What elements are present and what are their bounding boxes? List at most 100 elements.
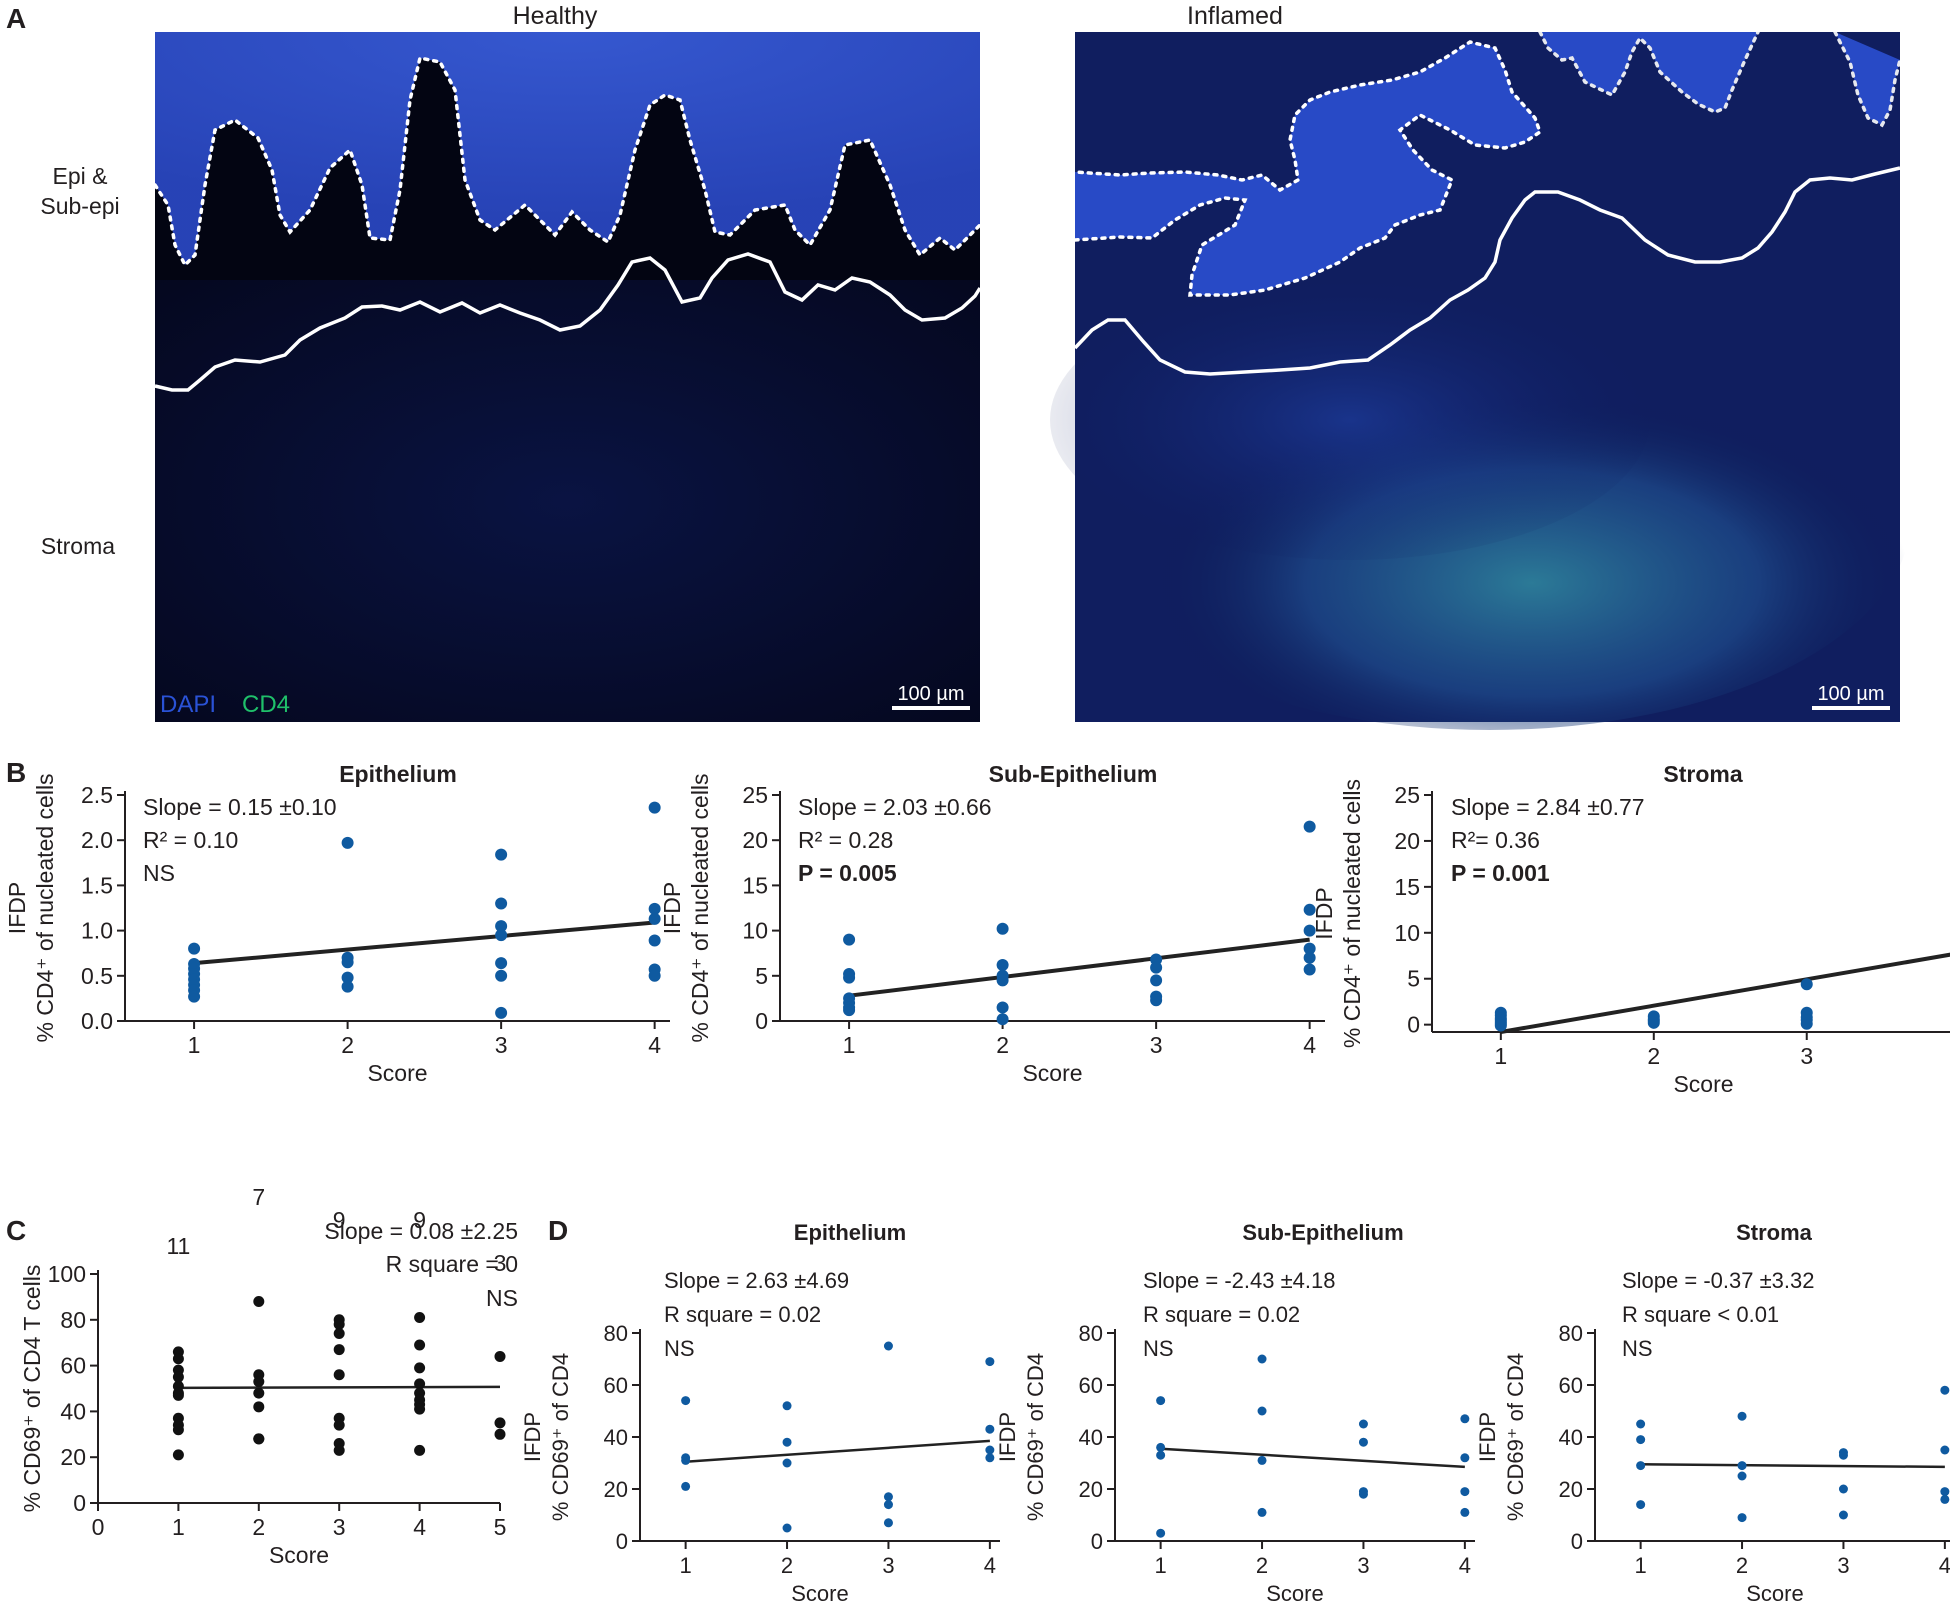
- data-point: [414, 1403, 426, 1415]
- y-tick-label: 5: [755, 963, 768, 989]
- chart-d-stroma: Stroma 0 20 40 60 80 1 2 3 4 Score IFDP% CD69⁺ of C…: [1475, 1220, 1950, 1606]
- data-point: [1800, 1017, 1813, 1030]
- chart-title: Sub-Epithelium: [1242, 1220, 1403, 1245]
- data-point: [188, 942, 201, 955]
- inflamed-scale-bar-label: 100 µm: [1817, 683, 1884, 705]
- inflamed-micrograph: 100 µm: [1050, 30, 1910, 730]
- data-point: [333, 1419, 345, 1431]
- data-point: [494, 1350, 506, 1362]
- y-tick-label: 1.5: [81, 872, 113, 898]
- stat-line: R square < 0.01: [1622, 1302, 1779, 1327]
- data-point: [1838, 1484, 1848, 1494]
- data-point: [172, 1353, 184, 1365]
- data-point: [1737, 1471, 1747, 1481]
- data-point: [782, 1523, 792, 1533]
- stat-line: NS: [143, 860, 175, 886]
- data-point: [1838, 1510, 1848, 1520]
- chart-title: Sub-Epithelium: [989, 761, 1158, 787]
- stat-line: Slope = 0.08 ±2.25: [324, 1218, 518, 1244]
- data-point: [1737, 1461, 1747, 1471]
- data-point: [253, 1376, 265, 1388]
- y-tick-label: 10: [1394, 920, 1420, 946]
- data-point: [1156, 1528, 1166, 1538]
- y-tick-label: 40: [60, 1398, 86, 1424]
- data-point: [883, 1341, 893, 1351]
- x-tick-label: 4: [1939, 1553, 1950, 1578]
- data-point: [1494, 1019, 1507, 1032]
- x-tick-label: 2: [1256, 1553, 1268, 1578]
- data-point: [1257, 1507, 1267, 1517]
- data-point: [495, 969, 508, 982]
- x-tick-label: 1: [1494, 1043, 1507, 1069]
- data-point: [1150, 961, 1163, 974]
- data-point: [996, 974, 1009, 987]
- data-point: [253, 1433, 265, 1445]
- y-tick-label: 0: [73, 1490, 86, 1516]
- y-tick-label: 25: [1394, 782, 1420, 808]
- healthy-epithelium-boundary: [153, 55, 982, 268]
- stat-line: R²= 0.36: [1451, 827, 1540, 853]
- data-point: [1150, 994, 1163, 1007]
- x-axis-label: Score: [367, 1060, 427, 1086]
- data-point: [495, 957, 508, 970]
- regression-line: [193, 920, 655, 966]
- data-point: [253, 1401, 265, 1413]
- data-point: [414, 1444, 426, 1456]
- healthy-title: Healthy: [513, 2, 598, 30]
- y-tick-label: 0: [616, 1529, 628, 1554]
- data-point: [1257, 1354, 1267, 1364]
- chart-title: Epithelium: [339, 761, 457, 787]
- group-count-label: 3: [494, 1250, 507, 1276]
- data-point: [883, 1518, 893, 1528]
- y-tick-label: 60: [604, 1373, 628, 1398]
- y-tick-label: 20: [604, 1477, 628, 1502]
- data-point: [1636, 1461, 1646, 1471]
- x-tick-label: 2: [781, 1553, 793, 1578]
- healthy-micrograph: 100 µm DAPI CD4: [153, 32, 982, 722]
- y-tick-label: 80: [1079, 1321, 1103, 1346]
- data-point: [843, 1004, 856, 1017]
- y-tick-label: 20: [60, 1444, 86, 1470]
- y-tick-label: 60: [1559, 1373, 1583, 1398]
- data-point: [414, 1339, 426, 1351]
- data-point: [1940, 1445, 1950, 1455]
- x-tick-label: 1: [1635, 1553, 1647, 1578]
- data-point: [1303, 951, 1316, 964]
- data-point: [1257, 1406, 1267, 1416]
- x-axis-label: Score: [269, 1542, 329, 1568]
- data-point: [341, 836, 354, 849]
- panel-letter-c: C: [6, 1215, 26, 1246]
- y-axis-label: % CD69⁺ of CD4 T cells: [19, 1265, 45, 1513]
- legend-dapi: DAPI: [160, 691, 216, 718]
- y-tick-label: 20: [1559, 1477, 1583, 1502]
- y-tick-label: 15: [742, 872, 768, 898]
- stat-line: Slope = 2.84 ±0.77: [1451, 794, 1645, 820]
- data-point: [681, 1481, 691, 1491]
- data-point: [1303, 963, 1316, 976]
- stat-line: Slope = -0.37 ±3.32: [1622, 1268, 1815, 1293]
- data-point: [883, 1500, 893, 1510]
- data-point: [1460, 1487, 1470, 1497]
- data-point: [1636, 1419, 1646, 1429]
- x-tick-label: 1: [172, 1514, 185, 1540]
- panel-a: A Healthy Inflamed Epi & Sub-epi Stroma …: [6, 2, 1910, 730]
- stat-line: P = 0.001: [1451, 860, 1550, 886]
- y-tick-label: 5: [1407, 966, 1420, 992]
- data-point: [333, 1444, 345, 1456]
- data-point: [188, 990, 201, 1003]
- group-count-label: 9: [413, 1207, 426, 1233]
- stat-line: R square = 0.02: [1143, 1302, 1300, 1327]
- data-point: [1647, 1016, 1660, 1029]
- data-point: [1257, 1455, 1267, 1465]
- regression-line: [1640, 1463, 1945, 1469]
- x-tick-label: 4: [984, 1553, 996, 1578]
- y-tick-label: 20: [1079, 1477, 1103, 1502]
- y-axis-label: % CD4⁺ of nucleated cells: [687, 773, 713, 1042]
- data-point: [996, 1013, 1009, 1026]
- data-point: [648, 801, 661, 814]
- stat-line: NS: [664, 1336, 695, 1361]
- region-label-stroma: Stroma: [41, 533, 115, 559]
- stat-line: NS: [1622, 1336, 1653, 1361]
- x-tick-label: 2: [1736, 1553, 1748, 1578]
- data-point: [414, 1362, 426, 1374]
